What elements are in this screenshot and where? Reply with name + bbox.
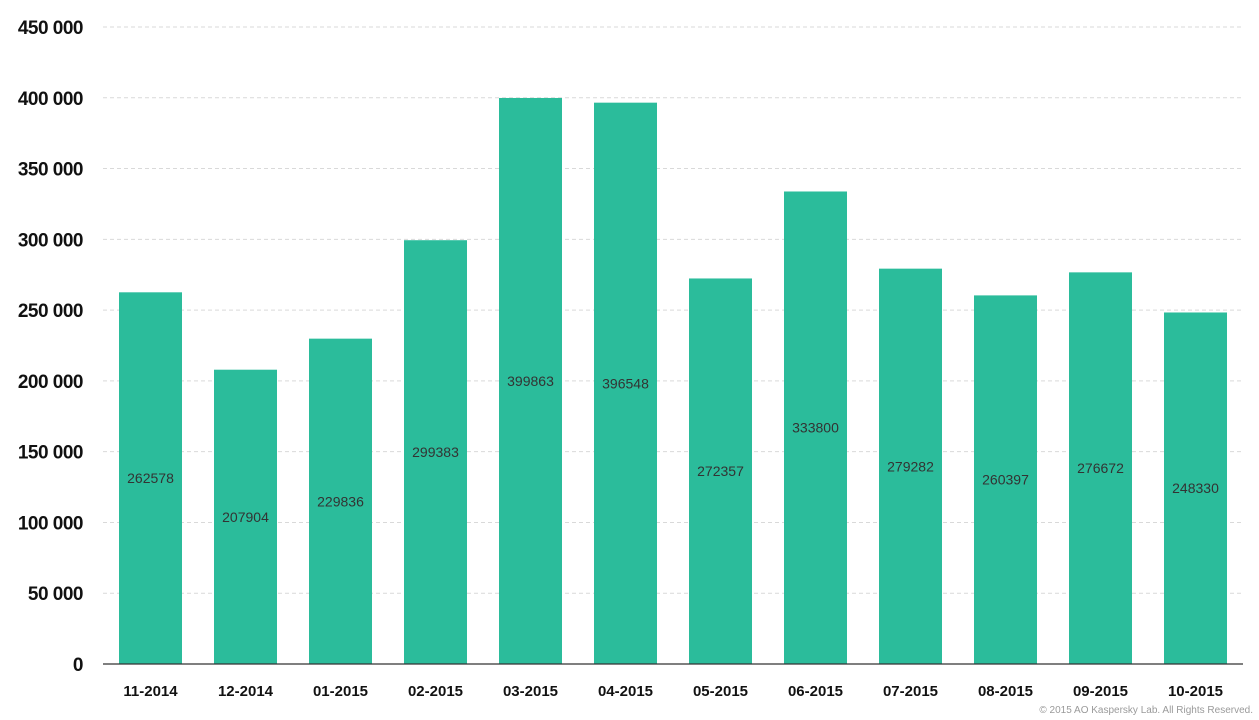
data-label: 333800 [792,420,839,436]
data-label: 396548 [602,375,649,391]
data-labels: 262578 207904 229836 299383 399863 396548 2723… [127,373,1219,525]
bar [309,338,372,664]
bar [499,97,562,665]
data-label: 272357 [697,463,744,479]
x-tick-label: 07-2015 [883,683,938,700]
x-tick-label: 05-2015 [693,683,748,700]
bar [879,268,942,664]
y-tick-label: 100 000 [18,513,83,534]
x-axis-ticks: 11-2014 12-2014 01-2015 02-2015 03-2015 04-20… [123,683,1223,700]
copyright-notice: © 2015 AO Kaspersky Lab. All Rights Rese… [1039,705,1253,716]
data-label: 279282 [887,458,934,474]
data-label: 207904 [222,509,269,525]
x-tick-label: 01-2015 [313,683,368,700]
y-tick-label: 250 000 [18,301,83,322]
x-tick-label: 09-2015 [1073,683,1128,700]
x-tick-label: 03-2015 [503,683,558,700]
y-tick-label: 350 000 [18,160,83,181]
data-label: 399863 [507,373,554,389]
bar [689,278,752,664]
x-tick-label: 10-2015 [1168,683,1223,700]
y-tick-label: 400 000 [18,89,83,110]
data-label: 299383 [412,444,459,460]
x-tick-label: 08-2015 [978,683,1033,700]
data-label: 260397 [982,472,1029,488]
data-label: 229836 [317,493,364,509]
y-tick-label: 150 000 [18,443,83,464]
y-tick-label: 50 000 [28,584,83,605]
data-label: 262578 [127,470,174,486]
data-label: 248330 [1172,480,1219,496]
x-tick-label: 06-2015 [788,683,843,700]
bar [1069,272,1132,664]
y-axis-ticks: 0 50 000 100 000 150 000 200 000 250 000 300 0… [18,18,84,676]
x-tick-label: 04-2015 [598,683,653,700]
bar [594,102,657,664]
bar [214,369,277,664]
x-tick-label: 02-2015 [408,683,463,700]
bar [119,292,182,664]
gridlines [103,26,1243,594]
bar [404,240,467,664]
y-tick-label: 200 000 [18,372,83,393]
y-tick-label: 0 [73,655,83,676]
y-tick-label: 300 000 [18,230,83,251]
y-tick-label: 450 000 [18,18,83,39]
bars [119,97,1227,665]
bar [1164,312,1227,664]
bar [784,191,847,664]
data-label: 276672 [1077,460,1124,476]
x-tick-label: 12-2014 [218,683,274,700]
bar [974,295,1037,664]
x-tick-label: 11-2014 [123,683,178,700]
